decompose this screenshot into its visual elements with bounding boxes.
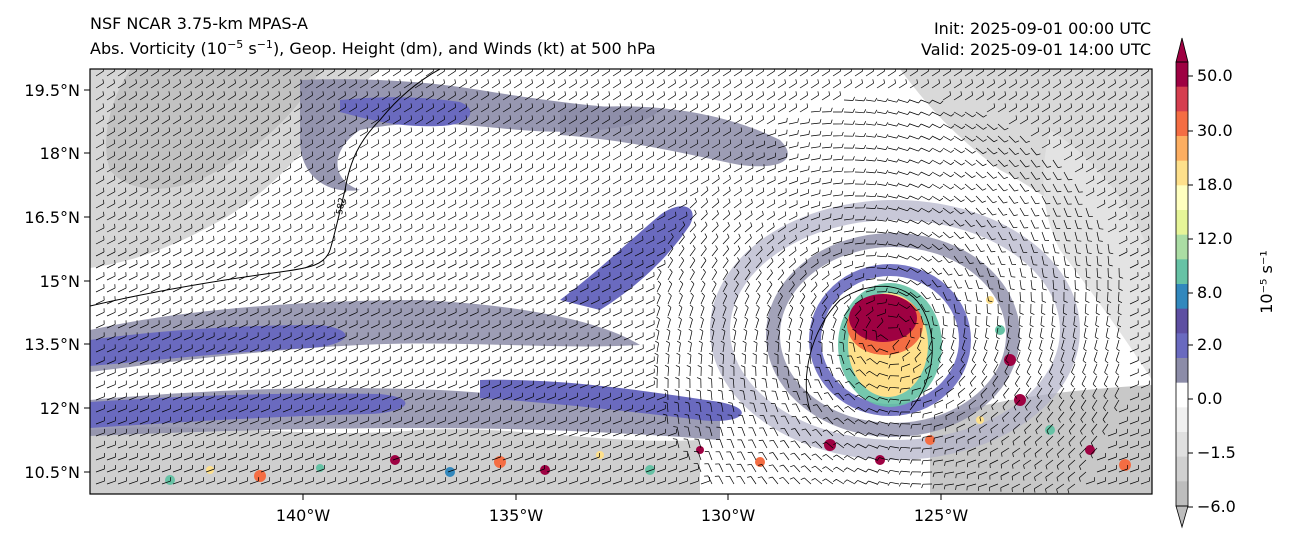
colorbar-segment xyxy=(1176,456,1188,482)
subtitle-part-2: s xyxy=(243,39,257,58)
vorticity-band-greypurple-west xyxy=(90,300,640,372)
colorbar-extend-bottom xyxy=(1175,505,1189,529)
colorbar-segment xyxy=(1176,432,1188,458)
lat-tick-label: 13.5°N xyxy=(24,335,80,354)
lon-tick-label: 140°W xyxy=(276,506,331,525)
subtitle-part-1: Abs. Vorticity (10 xyxy=(90,39,228,58)
colorbar-segment xyxy=(1176,407,1188,433)
vorticity-negative-east xyxy=(900,69,1152,300)
colorbar-segment xyxy=(1176,160,1188,186)
lon-tick-label: 135°W xyxy=(489,506,544,525)
colorbar-tick-label: 2.0 xyxy=(1197,335,1222,354)
colorbar-tick-label: 50.0 xyxy=(1197,66,1233,85)
colorbar-tick-label: 12.0 xyxy=(1197,229,1233,248)
colorbar-segment xyxy=(1176,111,1188,137)
colorbar-segment xyxy=(1176,382,1188,408)
vorticity-band-purple-west xyxy=(90,325,346,366)
colorbar-segment xyxy=(1176,210,1188,236)
colorbar-segments xyxy=(1176,62,1188,507)
colorbar-frame xyxy=(1175,61,1189,507)
lon-tick-label: 130°W xyxy=(701,506,756,525)
lat-tick-label: 15°N xyxy=(40,272,80,291)
colorbar-segment xyxy=(1176,234,1188,260)
colorbar-segment xyxy=(1176,259,1188,285)
contour-label: 582 xyxy=(335,197,348,216)
cyclone-ring-mid xyxy=(766,233,1020,437)
lat-tick-label: 12°N xyxy=(40,399,80,418)
longitude-axis: 140°W 135°W 130°W 125°W xyxy=(276,494,969,525)
wind-barbs xyxy=(95,69,1151,494)
colorbar-segment xyxy=(1176,185,1188,211)
colorbar-tick-label: −1.5 xyxy=(1197,443,1236,462)
cyclone-height-contour xyxy=(805,285,933,411)
map-panel: 582 xyxy=(90,69,1152,494)
colorbar-extend-top xyxy=(1175,37,1189,63)
colorbar-segment xyxy=(1176,358,1188,384)
colorbar-tick-label: 18.0 xyxy=(1197,175,1233,194)
vorticity-band-purple-lower xyxy=(480,379,742,421)
latitude-axis: 19.5°N 18°N 16.5°N 15°N 13.5°N 12°N 10.5… xyxy=(24,81,90,482)
colorbar-segment xyxy=(1176,308,1188,334)
colorbar-tick-label: 8.0 xyxy=(1197,283,1222,302)
lat-tick-label: 19.5°N xyxy=(24,81,80,100)
colorbar-tick-label: −6.0 xyxy=(1197,497,1236,516)
colorbar-segment xyxy=(1176,284,1188,310)
lon-tick-label: 125°W xyxy=(914,506,969,525)
vorticity-negative-right xyxy=(1043,130,1152,380)
colorbar-tick-label: 0.0 xyxy=(1197,389,1222,408)
lat-tick-label: 18°N xyxy=(40,144,80,163)
lat-tick-label: 16.5°N xyxy=(24,208,80,227)
vorticity-band-purple-upper xyxy=(340,97,471,127)
colorbar-segment xyxy=(1176,481,1188,507)
colorbar-segment xyxy=(1176,333,1188,359)
colorbar-ticks: 50.0 30.0 18.0 12.0 8.0 2.0 0.0 −1.5 −6.0 xyxy=(1188,66,1236,516)
lat-tick-label: 10.5°N xyxy=(24,463,80,482)
colorbar-segment xyxy=(1176,136,1188,162)
vorticity-band-purple-diagonal xyxy=(560,206,693,310)
model-title: NSF NCAR 3.75-km MPAS-A xyxy=(90,14,308,33)
colorbar-label: 10⁻⁵ s⁻¹ xyxy=(1257,250,1276,314)
colorbar-segment xyxy=(1176,86,1188,112)
colorbar-segment xyxy=(1176,62,1188,88)
init-time: Init: 2025-09-01 00:00 UTC xyxy=(933,19,1151,38)
colorbar-tick-label: 30.0 xyxy=(1197,121,1233,140)
wind-barb-paths xyxy=(95,69,1151,494)
subtitle-exponent-2: −1 xyxy=(256,38,273,51)
geopotential-height-contour xyxy=(90,69,441,307)
chart-subtitle: Abs. Vorticity (10−5 s−1), Geop. Height … xyxy=(90,38,656,58)
subtitle-part-3: ), Geop. Height (dm), and Winds (kt) at … xyxy=(272,39,656,58)
vorticity-band-purple-south xyxy=(90,393,406,428)
valid-time: Valid: 2025-09-01 14:00 UTC xyxy=(920,40,1151,59)
colorbar: 50.0 30.0 18.0 12.0 8.0 2.0 0.0 −1.5 −6.0 10⁻⁵ s… xyxy=(1175,37,1276,529)
subtitle-exponent-1: −5 xyxy=(227,38,244,51)
